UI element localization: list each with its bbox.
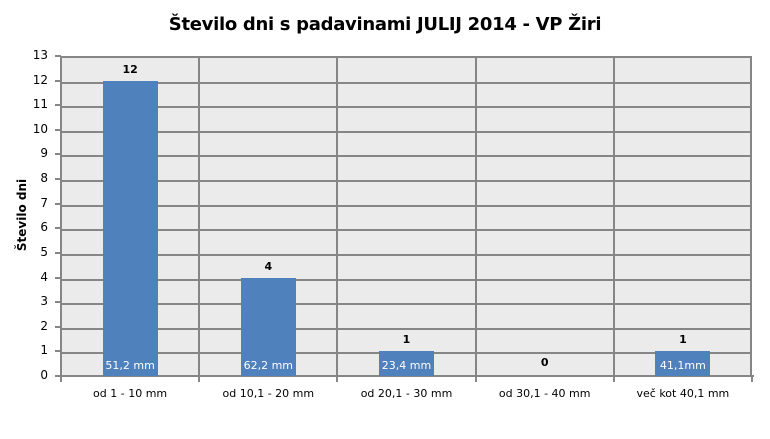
y-tick-label: 2 bbox=[40, 318, 48, 333]
gridline bbox=[61, 327, 750, 330]
y-tick bbox=[55, 128, 61, 131]
y-tick-label: 5 bbox=[40, 244, 48, 259]
y-tick bbox=[55, 375, 61, 377]
gridline bbox=[61, 204, 750, 207]
y-tick bbox=[55, 301, 61, 304]
y-tick-label: 10 bbox=[32, 121, 48, 136]
data-label: 1 bbox=[402, 333, 411, 347]
y-tick bbox=[55, 202, 61, 205]
x-tick bbox=[612, 376, 615, 382]
y-tick bbox=[55, 55, 61, 57]
x-tick bbox=[198, 376, 201, 382]
y-tick bbox=[55, 178, 61, 181]
vertical-gridline bbox=[336, 58, 339, 376]
x-category-label: od 20,1 - 30 mm bbox=[360, 387, 453, 400]
y-tick-label: 11 bbox=[32, 97, 48, 112]
gridline bbox=[61, 253, 750, 256]
x-category-label: od 30,1 - 40 mm bbox=[498, 387, 591, 400]
data-label: 12 bbox=[122, 62, 138, 76]
bar: 51,2 mm bbox=[102, 80, 158, 376]
y-tick-label: 1 bbox=[40, 343, 48, 358]
gridline bbox=[61, 130, 750, 133]
y-tick bbox=[55, 227, 61, 230]
y-tick-label: 6 bbox=[40, 220, 48, 235]
vertical-gridline bbox=[474, 58, 477, 376]
y-tick bbox=[55, 153, 61, 156]
data-label: 0 bbox=[540, 356, 549, 369]
x-tick bbox=[751, 376, 753, 382]
y-tick-label: 9 bbox=[40, 146, 48, 161]
gridline bbox=[61, 278, 750, 281]
x-category-label: od 1 - 10 mm bbox=[93, 387, 168, 400]
y-tick bbox=[55, 104, 61, 107]
plot-area bbox=[61, 56, 752, 376]
bar: 41,1mm bbox=[655, 351, 711, 376]
vertical-gridline bbox=[612, 58, 615, 376]
y-tick-label: 12 bbox=[32, 72, 48, 87]
chart-title: Število dni s padavinami JULIJ 2014 - VP… bbox=[168, 14, 602, 35]
bar-annotation: 23,4 mm bbox=[381, 358, 432, 372]
gridline bbox=[61, 180, 750, 183]
y-tick-label: 4 bbox=[40, 269, 48, 284]
y-tick-label: 8 bbox=[40, 171, 48, 186]
gridline bbox=[61, 106, 750, 109]
y-tick-label: 3 bbox=[40, 294, 48, 309]
y-axis-line bbox=[60, 56, 62, 378]
data-label: 1 bbox=[679, 333, 687, 347]
bar: 62,2 mm bbox=[240, 277, 296, 376]
gridline bbox=[61, 81, 750, 84]
bar-annotation: 62,2 mm bbox=[243, 358, 293, 372]
x-category-label: več kot 40,1 mm bbox=[636, 387, 730, 400]
gridline bbox=[61, 303, 750, 306]
gridline bbox=[61, 155, 750, 158]
bar-annotation: 41,1mm bbox=[659, 358, 706, 372]
vertical-gridline bbox=[198, 58, 201, 376]
y-tick bbox=[55, 350, 61, 353]
y-tick-label: 0 bbox=[40, 368, 48, 382]
y-axis-label: Število dni bbox=[15, 178, 29, 252]
x-category-label: od 10,1 - 20 mm bbox=[222, 387, 315, 400]
y-tick bbox=[55, 251, 61, 254]
y-tick bbox=[55, 276, 61, 279]
gridline bbox=[61, 229, 750, 232]
x-tick bbox=[336, 376, 339, 382]
y-tick bbox=[55, 325, 61, 328]
bar-annotation: 51,2 mm bbox=[105, 358, 155, 372]
x-tick bbox=[474, 376, 477, 382]
bar: 23,4 mm bbox=[379, 351, 434, 376]
x-tick bbox=[60, 376, 62, 382]
y-tick-label: 13 bbox=[32, 48, 48, 62]
y-tick bbox=[55, 79, 61, 82]
data-label: 4 bbox=[264, 259, 273, 273]
y-tick-label: 7 bbox=[40, 195, 48, 210]
x-axis-line bbox=[55, 375, 754, 377]
